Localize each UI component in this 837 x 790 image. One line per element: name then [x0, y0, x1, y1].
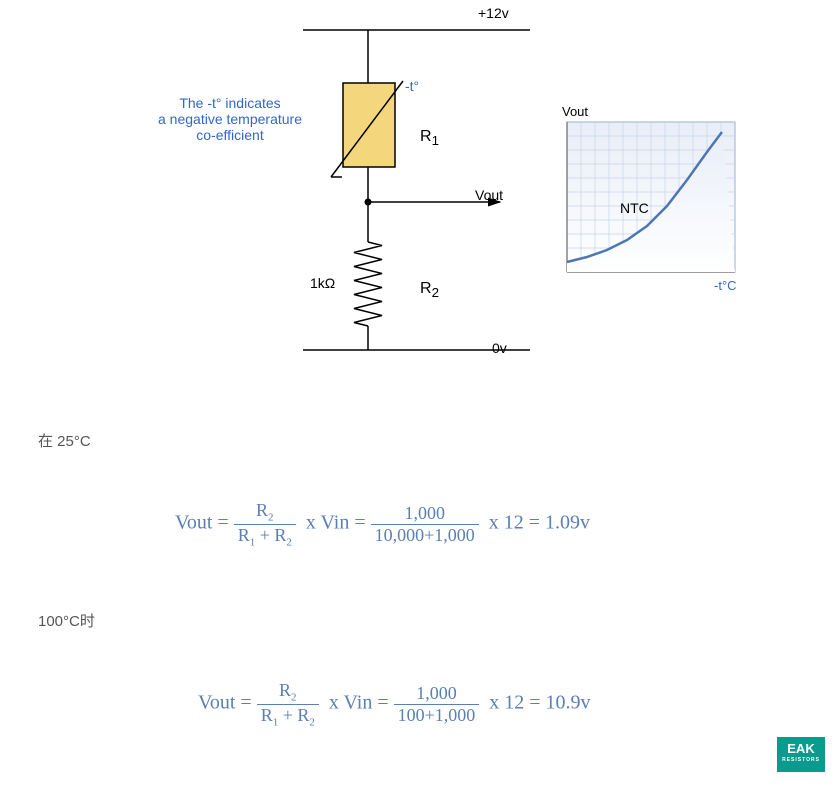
logo-subtext: RESISTORS: [777, 757, 825, 763]
supply-bottom-label: 0v: [492, 340, 507, 356]
supply-top-label: +12v: [478, 5, 509, 21]
brand-logo: EAK RESISTORS: [777, 737, 825, 772]
section-100c-label: 100°C时: [38, 610, 95, 631]
formula-100c: Vout = R2 R1 + R2 x Vin = 1,000 100+1,00…: [198, 680, 591, 728]
thermistor-annotation: -t°: [405, 78, 419, 94]
logo-text: EAK: [787, 741, 814, 756]
circuit-svg: [0, 0, 837, 390]
r2-label: R2: [420, 280, 439, 300]
r2-value: 1kΩ: [310, 275, 335, 291]
graph-y-label: Vout: [562, 104, 588, 119]
r1-label: R1: [420, 128, 439, 148]
graph-curve-label: NTC: [620, 200, 649, 216]
thermistor-note: The -t° indicates a negative temperature…: [150, 95, 310, 143]
section-25c-label: 在 25°C: [38, 430, 91, 451]
formula-25c: Vout = R2 R1 + R2 x Vin = 1,000 10,000+1…: [175, 500, 590, 548]
graph-x-label: -t°C: [714, 278, 737, 293]
vout-label: Vout: [475, 187, 503, 203]
circuit-diagram: +12v 0v -t° R1 R2 1kΩ Vout The -t° indic…: [0, 0, 837, 390]
